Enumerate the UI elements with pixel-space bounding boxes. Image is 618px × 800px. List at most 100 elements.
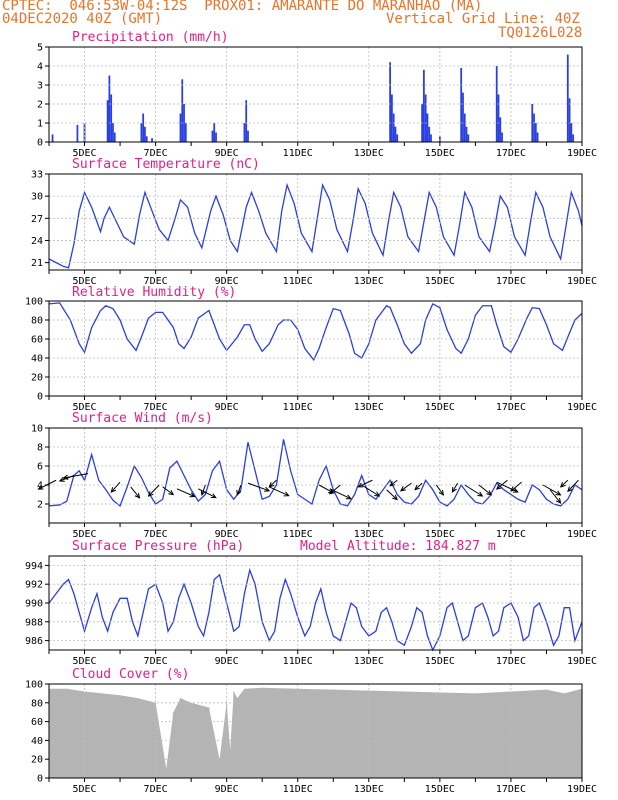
- x-tick-label: 11DEC: [283, 529, 313, 540]
- wind-arrow-shaft: [400, 482, 412, 492]
- y-tick-label: 40: [31, 354, 43, 365]
- wind-arrow-shaft: [236, 484, 242, 496]
- wind-arrow-head: [189, 492, 196, 498]
- wind-arrow: [386, 489, 398, 501]
- precip-title: Precipitation (mm/h): [72, 30, 229, 45]
- wind-arrow: [549, 489, 562, 504]
- y-tick-label: 21: [31, 258, 43, 269]
- precip-bar: [534, 123, 537, 142]
- x-tick-label: 15DEC: [425, 784, 455, 795]
- wind-arrow-head: [345, 494, 352, 500]
- y-tick-label: 8: [37, 443, 43, 454]
- wind-arrow-shaft: [414, 482, 423, 491]
- precip-frame: [48, 46, 583, 143]
- header-grid-line: Vertical Grid Line: 40Z: [386, 11, 580, 27]
- wind-arrow: [464, 484, 484, 497]
- y-tick-label: 986: [25, 636, 43, 647]
- x-tick-label: 5DEC: [72, 402, 96, 413]
- wind-arrow: [435, 484, 445, 496]
- wind-arrow-head: [555, 497, 562, 504]
- header-init-time: 04DEC2020 40Z (GMT): [2, 11, 163, 27]
- precip-bar: [145, 136, 148, 142]
- precip-bar: [465, 126, 468, 142]
- wind-arrow: [130, 486, 141, 499]
- y-tick-label: 40: [31, 736, 43, 747]
- temp-panel: 21 24 27 30 33 5DEC 7DEC 9DEC 11DEC 13DEC 15DEC 17D…: [31, 157, 597, 287]
- precip-bar: [572, 134, 575, 142]
- pressure-line: [48, 567, 583, 652]
- header-line1: CPTEC: 046:53W-04:12S PROX01: AMARANTE D…: [2, 0, 483, 14]
- precip-bar: [184, 123, 187, 142]
- x-tick-label: 9DEC: [215, 529, 239, 540]
- wind-arrow-shaft: [389, 479, 398, 487]
- x-tick-label: 11DEC: [283, 148, 313, 159]
- wind-arrow: [478, 484, 493, 496]
- wind-arrow-head: [37, 484, 44, 490]
- precip-bar: [112, 123, 114, 142]
- precip-bar: [392, 113, 395, 142]
- precip-bar: [467, 134, 470, 142]
- precip-bar: [460, 67, 463, 142]
- wind-arrow-shaft: [269, 486, 289, 497]
- y-tick-label: 2: [37, 100, 43, 111]
- wind-arrow-shaft: [162, 486, 174, 496]
- x-tick-label: 7DEC: [144, 529, 168, 540]
- wind-arrow-head: [389, 481, 396, 487]
- precip-bar: [426, 113, 429, 142]
- wind-arrow-shaft: [435, 484, 444, 496]
- precip-bar: [430, 134, 432, 142]
- x-tick-label: 5DEC: [72, 784, 96, 795]
- wind-arrow-head: [58, 476, 65, 482]
- wind-arrow-head: [451, 486, 457, 493]
- y-tick-label: 0: [37, 138, 43, 149]
- x-tick-label: 11DEC: [283, 784, 313, 795]
- wind-arrow-shaft: [361, 484, 380, 497]
- x-tick-label: 15DEC: [425, 276, 455, 287]
- x-tick-label: 15DEC: [425, 148, 455, 159]
- y-tick-label: 20: [31, 373, 43, 384]
- wind-frame: [48, 427, 583, 524]
- y-tick-label: 990: [25, 599, 43, 610]
- x-tick-label: 7DEC: [144, 784, 168, 795]
- pressure-panel: 986 988 990 992 994 5DEC 7DEC 9DEC 11DEC 13DEC 15D…: [25, 539, 597, 667]
- x-tick-label: 5DEC: [72, 529, 96, 540]
- x-tick-label: 19DEC: [567, 148, 597, 159]
- wind-arrow: [389, 479, 398, 487]
- temp-frame: [48, 173, 583, 271]
- precip-bar: [463, 113, 466, 142]
- wind-arrow-head: [134, 492, 141, 499]
- wind-arrow-shaft: [329, 488, 352, 500]
- wind-arrow-shaft: [38, 479, 57, 490]
- wind-arrow-shaft: [560, 479, 569, 488]
- precip-bar: [501, 132, 503, 142]
- wind-arrow-head: [486, 490, 493, 496]
- wind-arrow-shaft: [510, 481, 522, 492]
- rh-title: Relative Humidity (%): [72, 285, 236, 300]
- y-tick-label: 5: [37, 43, 43, 54]
- precip-bar: [391, 94, 393, 142]
- wind-arrow-shaft: [329, 484, 341, 495]
- wind-arrow-shaft: [110, 481, 121, 493]
- x-tick-label: 15DEC: [425, 402, 455, 413]
- y-tick-label: 4: [37, 481, 43, 492]
- y-tick-label: 27: [31, 214, 43, 225]
- precip-panel: 0 1 2 3 4 5 5DEC 7DEC 9DEC 11DEC 13DEC 15DEC 17DEC 19…: [37, 30, 597, 159]
- precip-bar: [144, 126, 146, 142]
- wind-arrow-head: [414, 484, 420, 491]
- x-tick-label: 5DEC: [72, 148, 96, 159]
- temp-title: Surface Temperature (nC): [72, 157, 260, 172]
- y-tick-label: 60: [31, 335, 43, 346]
- precip-bar: [113, 132, 116, 142]
- precip-bar: [151, 138, 153, 142]
- cloud-panel: 0 20 40 60 80 100 5DEC 7DEC 9DEC 11DEC 13DEC 15DEC 1…: [25, 667, 597, 795]
- wind-arrow: [328, 484, 341, 495]
- wind-arrow-head: [477, 491, 484, 497]
- precip-bar: [247, 130, 249, 142]
- wind-arrow-shaft: [542, 484, 561, 496]
- wind-arrow-head: [399, 486, 406, 492]
- precip-bar: [531, 104, 534, 142]
- wind-arrow-head: [392, 494, 398, 501]
- wind-arrow-head: [62, 474, 69, 480]
- wind-arrow: [62, 473, 89, 480]
- wind-arrow-head: [236, 489, 242, 496]
